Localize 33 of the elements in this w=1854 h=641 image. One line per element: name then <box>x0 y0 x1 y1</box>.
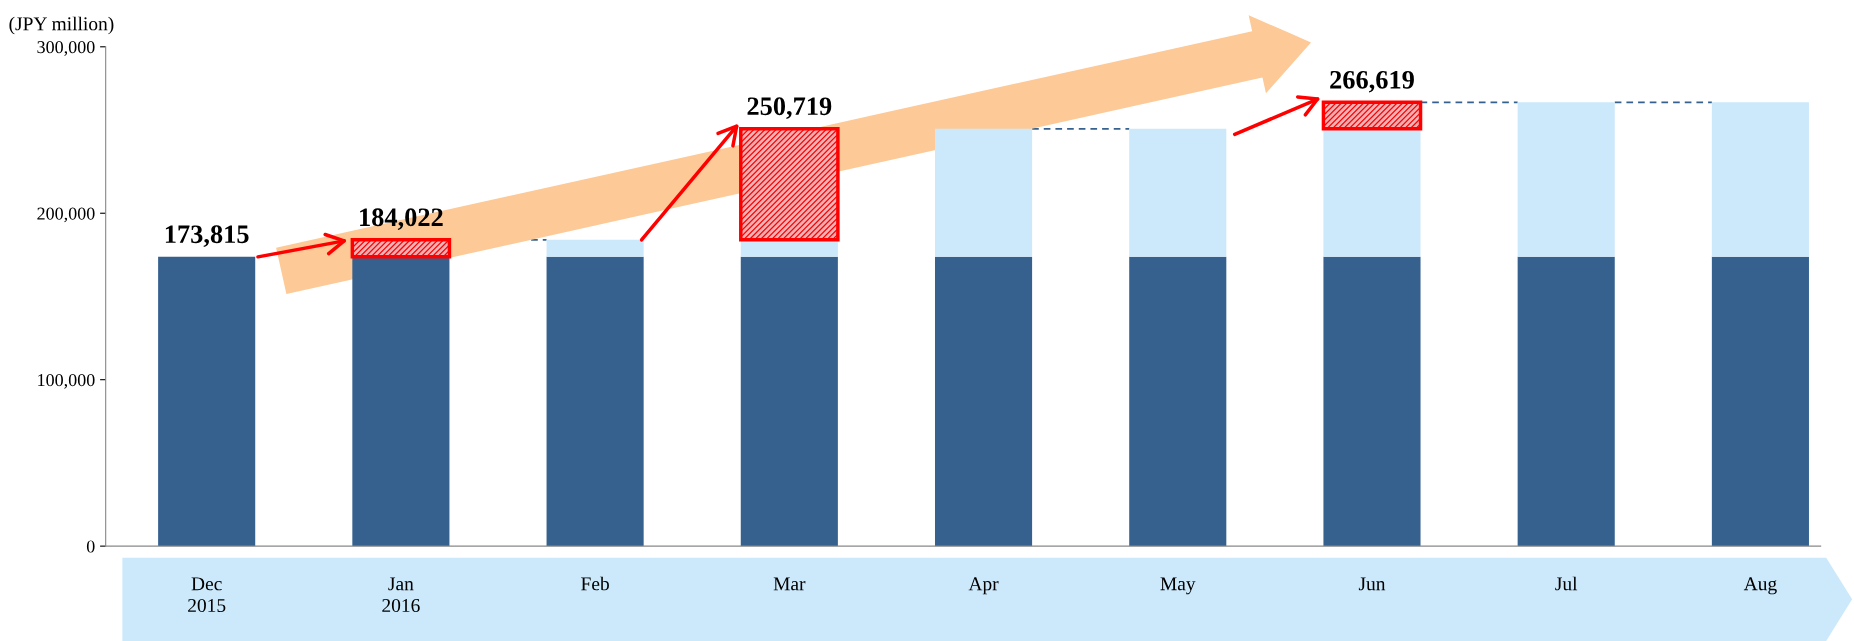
y-tick-label: 0 <box>86 540 95 553</box>
bar <box>740 256 838 547</box>
y-tick-label: 200,000 <box>37 207 95 223</box>
bar <box>1517 102 1615 257</box>
bar <box>1129 128 1227 257</box>
y-axis-title: (JPY million) <box>9 16 114 35</box>
bar <box>1517 256 1615 547</box>
x-tick-label: May <box>1160 577 1196 595</box>
x-tick-label: Apr <box>968 577 999 595</box>
total-label: 184,022 <box>360 208 443 230</box>
total-label: 266,619 <box>1330 70 1414 93</box>
total-label: 173,815 <box>165 225 249 247</box>
x-tick-label: Dec 2015 <box>188 577 226 613</box>
x-tick-label: Jan 2016 <box>382 577 420 613</box>
bar <box>1129 256 1227 547</box>
bar <box>934 128 1033 257</box>
x-tick-label: Aug <box>1743 577 1777 595</box>
total-label: 250,719 <box>747 97 832 119</box>
bar <box>546 239 644 257</box>
x-tick-label: Jun <box>1358 577 1386 591</box>
bar <box>1323 256 1421 547</box>
bar <box>934 256 1033 547</box>
bar <box>1711 102 1809 257</box>
bar <box>158 256 256 547</box>
x-tick-label: Jul <box>1555 576 1578 591</box>
x-tick-label: Feb <box>581 576 609 591</box>
y-tick-label: 300,000 <box>37 41 95 56</box>
bar <box>352 256 450 547</box>
y-tick-label: 100,000 <box>38 373 95 389</box>
bar <box>546 256 644 547</box>
bar <box>1323 128 1421 257</box>
bar <box>1711 256 1809 547</box>
x-tick-label: Mar <box>773 577 806 591</box>
